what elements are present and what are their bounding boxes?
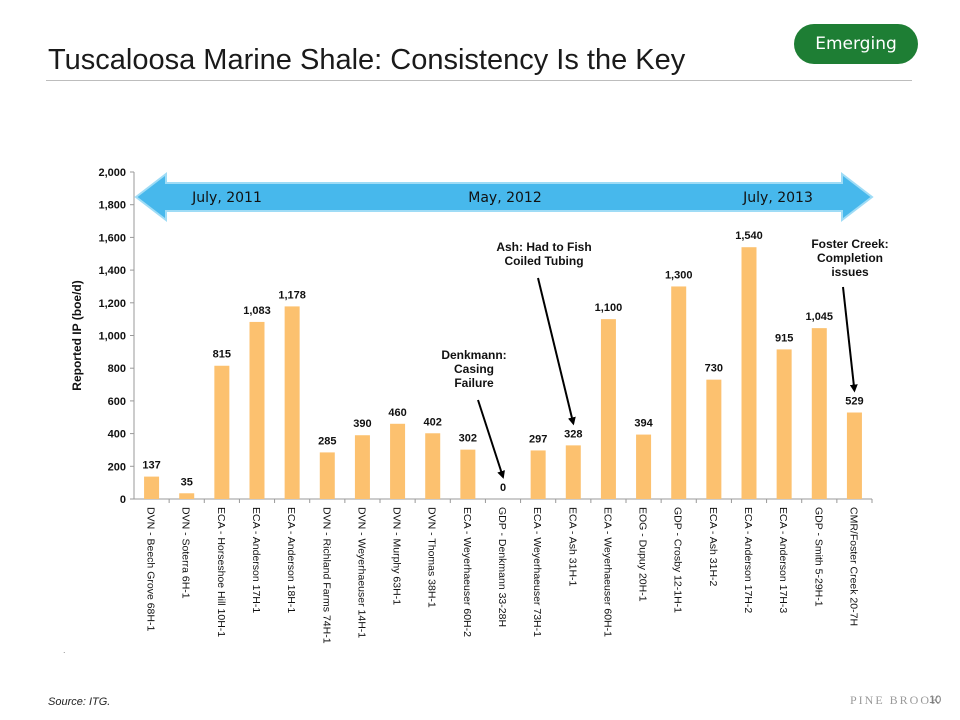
bar bbox=[776, 349, 792, 499]
y-tick-label: 200 bbox=[108, 461, 126, 473]
data-label: 1,540 bbox=[735, 230, 763, 242]
x-tick-label: ECA - Weyerhaeuser 73H-1 bbox=[531, 507, 543, 637]
bar bbox=[284, 306, 300, 499]
bar bbox=[846, 412, 862, 499]
x-tick-label: ECA - Weyerhaeuser 60H-1 bbox=[601, 507, 613, 637]
page-number: 10 bbox=[929, 694, 942, 706]
data-label: 730 bbox=[705, 363, 723, 375]
bar bbox=[636, 434, 652, 499]
data-label: 1,300 bbox=[665, 269, 693, 281]
x-tick-label: ECA - Ash 31H-1 bbox=[566, 507, 578, 587]
y-tick-label: 1,600 bbox=[98, 232, 126, 244]
status-badge: Emerging bbox=[794, 24, 918, 64]
y-tick-label: 600 bbox=[108, 396, 126, 408]
annotation-text: Casing bbox=[454, 362, 494, 376]
bar bbox=[354, 435, 370, 499]
x-tick-label: ECA - Weyerhaeuser 60H-2 bbox=[461, 507, 473, 637]
bar bbox=[530, 450, 546, 499]
y-tick-label: 0 bbox=[120, 494, 126, 506]
data-label: 35 bbox=[181, 476, 193, 488]
y-tick-label: 2,000 bbox=[98, 167, 126, 179]
data-label: 1,178 bbox=[278, 289, 306, 301]
data-label: 1,100 bbox=[595, 302, 623, 314]
annotation-text: Denkmann: bbox=[441, 348, 506, 362]
bar bbox=[319, 452, 335, 499]
x-tick-label: GDP - Denkmann 33-28H bbox=[496, 507, 508, 627]
data-label: 285 bbox=[318, 435, 336, 447]
footnote-dot: . bbox=[63, 645, 66, 655]
data-label: 1,045 bbox=[806, 311, 834, 323]
data-label: 402 bbox=[424, 416, 442, 428]
annotation-text: Failure bbox=[454, 376, 494, 390]
timeline-label: July, 2013 bbox=[742, 190, 813, 206]
bar bbox=[425, 433, 441, 499]
annotation-arrow bbox=[537, 277, 576, 426]
annotation-text: Foster Creek: bbox=[811, 237, 888, 251]
data-label: 328 bbox=[564, 428, 582, 440]
y-tick-label: 1,800 bbox=[98, 200, 126, 212]
x-tick-label: DVN - Weyerhaeuser 14H-1 bbox=[355, 507, 367, 638]
data-label: 302 bbox=[459, 433, 477, 445]
data-label: 529 bbox=[845, 396, 863, 408]
x-tick-label: ECA - Anderson 17H-1 bbox=[250, 507, 262, 613]
data-label: 815 bbox=[213, 349, 231, 361]
x-tick-label: GDP - Smith 5-29H-1 bbox=[812, 507, 824, 607]
bar bbox=[600, 319, 616, 499]
y-axis-title: Reported IP (boe/d) bbox=[70, 280, 84, 390]
bar bbox=[179, 493, 195, 499]
y-tick-label: 400 bbox=[108, 429, 126, 441]
x-tick-label: DVN - Murphy 63H-1 bbox=[391, 507, 403, 605]
bar bbox=[460, 449, 476, 499]
bar bbox=[671, 286, 687, 499]
x-tick-label: DVN - Beech Grove 68H-1 bbox=[145, 507, 157, 631]
data-label: 0 bbox=[500, 482, 506, 494]
x-tick-label: DVN - Soterra 6H-1 bbox=[180, 507, 192, 599]
data-label: 460 bbox=[388, 407, 406, 419]
x-tick-label: CMR/Foster Creek 20-7H bbox=[847, 507, 859, 626]
bar bbox=[565, 445, 581, 499]
x-tick-label: DVN - Richland Farms 74H-1 bbox=[320, 507, 332, 644]
y-tick-label: 1,200 bbox=[98, 298, 126, 310]
annotation-text: Coiled Tubing bbox=[504, 254, 583, 268]
bar bbox=[249, 321, 265, 499]
x-tick-label: ECA - Horseshoe Hill 10H-1 bbox=[215, 507, 227, 637]
x-tick-label: ECA - Anderson 18H-1 bbox=[285, 507, 297, 613]
annotation-text: Ash: Had to Fish bbox=[496, 240, 591, 254]
data-label: 297 bbox=[529, 433, 547, 445]
title-divider bbox=[46, 80, 912, 81]
x-tick-label: ECA - Ash 31H-2 bbox=[707, 507, 719, 587]
x-tick-label: ECA - Anderson 17H-3 bbox=[777, 507, 789, 613]
timeline-label: July, 2011 bbox=[191, 190, 262, 206]
annotation-arrow bbox=[842, 286, 858, 393]
data-label: 915 bbox=[775, 332, 793, 344]
timeline-arrow bbox=[134, 171, 874, 223]
bar bbox=[811, 328, 827, 499]
x-tick-label: ECA - Anderson 17H-2 bbox=[742, 507, 754, 613]
data-label: 1,083 bbox=[243, 305, 271, 317]
source-note: Source: ITG. bbox=[48, 696, 111, 708]
page-title: Tuscaloosa Marine Shale: Consistency Is … bbox=[48, 44, 686, 76]
bar bbox=[741, 247, 757, 499]
annotation-text: issues bbox=[831, 265, 869, 279]
y-tick-label: 1,000 bbox=[98, 331, 126, 343]
annotation-text: Completion bbox=[817, 251, 883, 265]
y-tick-label: 800 bbox=[108, 363, 126, 375]
bar bbox=[390, 423, 406, 499]
bar bbox=[214, 365, 230, 499]
data-label: 137 bbox=[142, 460, 160, 472]
brand-logo: PINE BROOK bbox=[850, 693, 942, 707]
bar bbox=[144, 476, 160, 499]
x-tick-label: EOG - Dupuy 20H-1 bbox=[637, 507, 649, 602]
x-tick-label: GDP - Crosby 12-1H-1 bbox=[672, 507, 684, 613]
timeline-label: May, 2012 bbox=[468, 190, 541, 206]
bar bbox=[706, 379, 722, 499]
data-label: 390 bbox=[353, 418, 371, 430]
y-tick-label: 1,400 bbox=[98, 265, 126, 277]
annotation-arrow bbox=[477, 399, 505, 479]
data-label: 394 bbox=[634, 418, 653, 430]
x-tick-label: DVN - Thomas 38H-1 bbox=[426, 507, 438, 608]
